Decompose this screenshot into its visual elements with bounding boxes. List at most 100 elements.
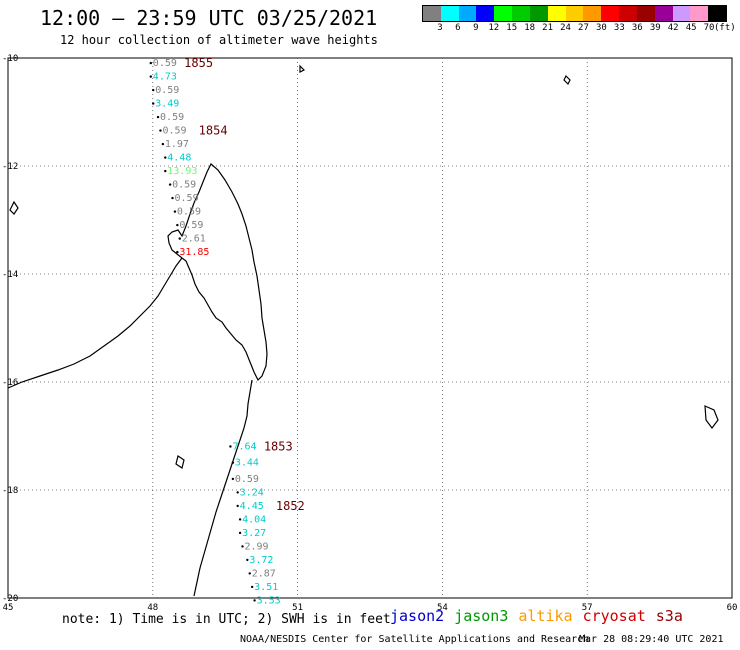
legend-tick-label: 42 [667,23,679,33]
legend-swatch [476,6,495,21]
coastline [7,64,719,597]
lat-tick-label: -10 [2,54,18,64]
timestamp-text: Mar 28 08:29:40 UTC 2021 [579,634,724,645]
legend-swatch [458,6,477,21]
legend-tick-label: 3 [437,23,443,33]
wave-height-label: 2.99 [245,541,269,552]
wave-height-label: 4.48 [167,153,191,164]
wave-height-label: 0.59 [162,126,186,137]
wave-height-label: 0.59 [179,220,203,231]
legend-swatches [422,5,727,22]
wave-height-label: 3.51 [254,582,278,593]
observation-dot [164,156,167,159]
pass-time-label: 1852 [276,499,305,513]
lon-tick-label: 48 [147,603,158,613]
wave-height-label: 3.24 [240,487,264,498]
wave-height-label: 0.59 [160,112,184,123]
credit-text: NOAA/NESDIS Center for Satellite Applica… [240,634,590,645]
wave-height-label: 0.59 [172,180,196,191]
wave-height-label: 4.45 [240,501,264,512]
wave-height-label: 2.61 [182,234,206,245]
observation-dot [250,585,254,589]
legend-tick-label: 33 [613,23,625,33]
pass-time-labels: 1855 1854 1853 1852 [184,56,305,513]
legend-swatch [619,6,637,21]
pass-time-label: 1855 [184,56,213,70]
wave-height-label: 31.85 [179,247,209,258]
legend-swatch [636,6,655,21]
lat-lon-grid [7,57,733,599]
observation-dot [241,545,244,548]
observation-dot [168,183,172,186]
observation-dot [171,196,174,200]
lon-tick-label: 45 [3,603,14,613]
axis-labels: 45 48 51 54 57 60 -10 -12 -14 -16 -18 -20 [2,54,737,613]
mayotte-island [9,200,19,215]
satellite-name: jason2 [390,607,445,625]
lon-tick-label: 60 [727,603,738,613]
legend-tick-label: 36 [631,23,643,33]
lon-tick-label: 51 [292,603,303,613]
wave-height-label: 4.04 [242,514,266,525]
wave-height-label: 3.53 [257,595,281,606]
observation-dot [231,477,235,481]
observation-dot [238,531,242,535]
legend-tick-label: 18 [524,23,536,33]
lat-tick-label: -14 [2,270,18,280]
observation-dot [173,210,177,213]
observation-dot [238,518,242,521]
satellite-name: cryosat [582,607,646,625]
observation-dot [156,115,160,119]
lat-tick-label: -16 [2,378,18,388]
madagascar-coastline [167,163,268,382]
legend-unit: (ft) [713,23,736,33]
wave-height-label: 13.93 [167,166,197,177]
madagascar-east-coast [193,379,253,597]
wave-height-label: 3.49 [155,99,179,110]
observation-dot [152,102,155,105]
madagascar-west-coast [7,257,183,389]
legend-tick-label: 15 [506,23,518,33]
observation-dot [176,223,179,227]
map-title: 12:00 – 23:59 UTC 03/25/2021 [40,6,378,30]
legend-swatch [547,6,566,21]
observation-dot [149,61,152,65]
pass-time-label: 1853 [264,440,293,454]
satellite-name: altika [518,607,573,625]
small-island-west [175,455,185,469]
wave-height-label: 0.59 [155,85,179,96]
legend-tick-label: 6 [455,23,461,33]
observation-dot [159,129,162,132]
color-legend: 3 6 9 12 15 18 21 24 27 30 33 36 39 42 45 70 (ft) [422,5,736,34]
observation-dot [231,461,235,464]
lat-tick-label: -12 [2,162,18,172]
wave-height-label: 3.72 [249,555,273,566]
observation-dot [236,504,239,508]
legend-swatch [565,6,584,21]
observation-dot [248,572,251,575]
legend-ticks: 3 6 9 12 15 18 21 24 27 30 33 36 39 42 45 70 (ft) [422,22,735,34]
map-subtitle: 12 hour collection of altimeter wave hei… [60,33,378,47]
lon-tick-label: 54 [437,603,448,613]
islet-north-2 [299,64,306,73]
observation-dot [149,75,152,78]
legend-tick-label: 30 [595,23,607,33]
legend-swatch [601,6,620,21]
legend-swatch [423,6,441,21]
observation-dot [246,558,249,562]
observation-dot [236,491,239,494]
pass-time-label: 1854 [199,124,228,138]
wave-height-label: 3.44 [235,458,259,469]
legend-swatch [654,6,673,21]
wave-height-label: 7.64 [232,442,256,453]
legend-tick-label: 21 [542,23,553,33]
observation-dot [253,599,256,602]
observation-dot [176,250,179,254]
islet-north [563,74,571,86]
satellite-name: s3a [655,607,683,625]
wave-height-label: 4.73 [153,72,177,83]
lon-tick-label: 57 [582,603,593,613]
legend-swatch [672,6,691,21]
legend-tick-label: 24 [560,23,571,33]
